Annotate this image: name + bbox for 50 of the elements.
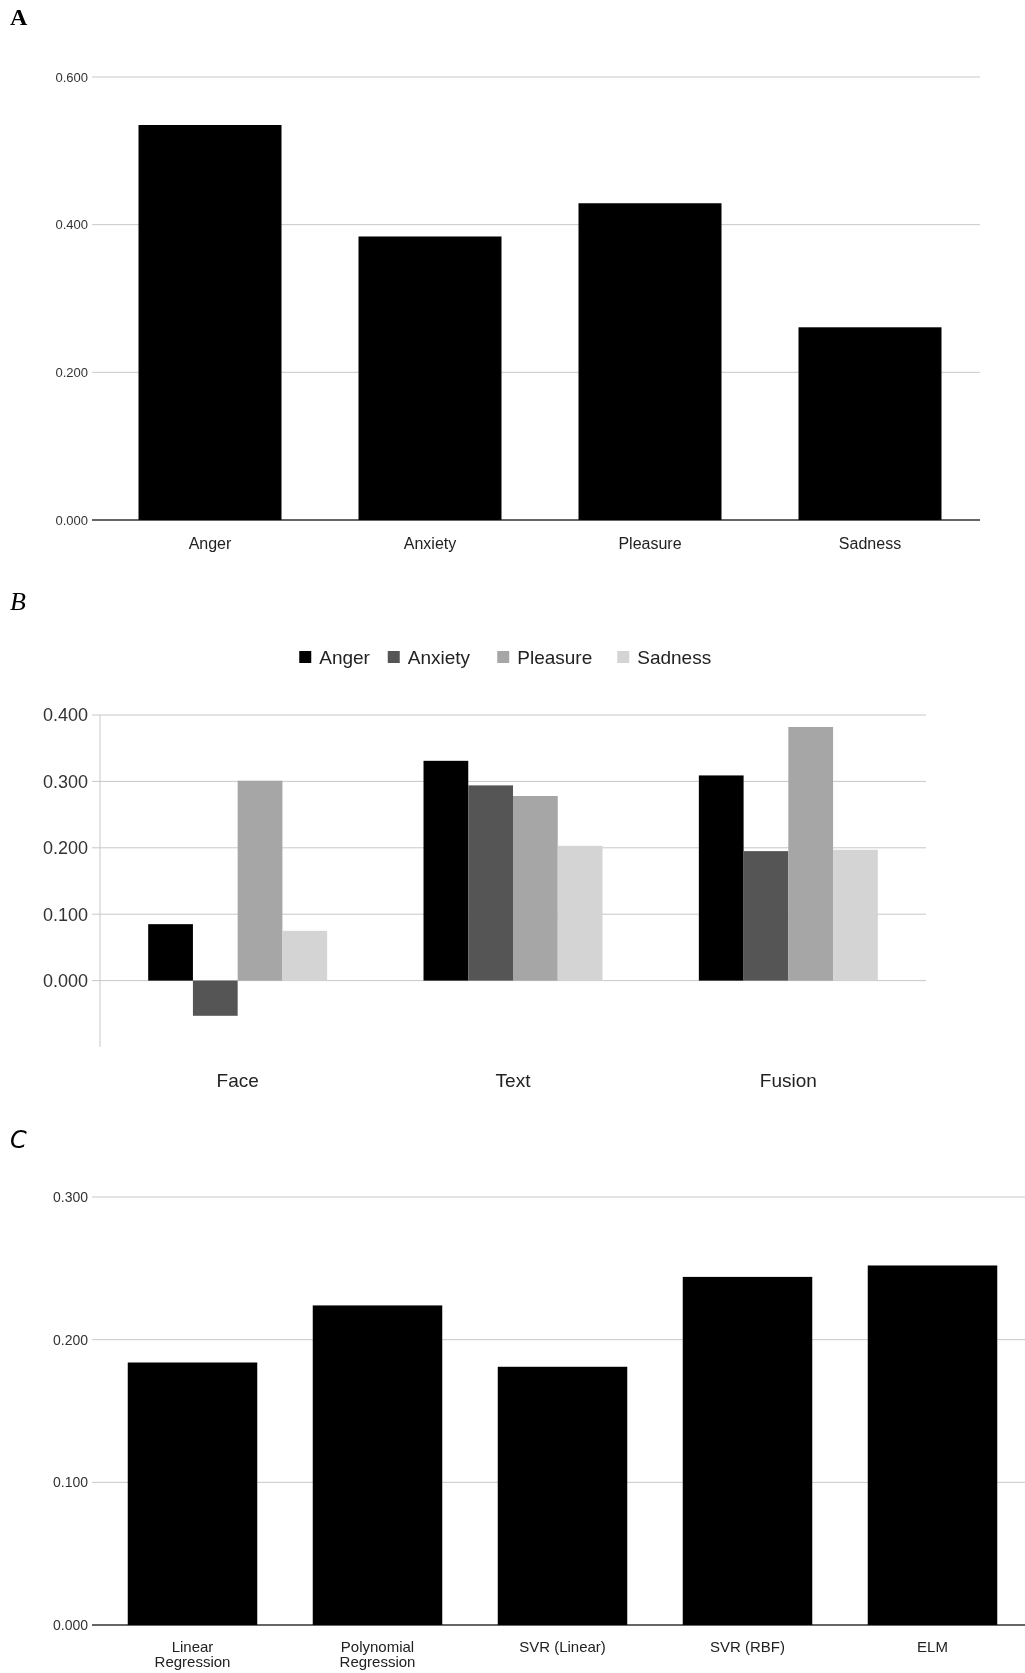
chart-title: B: [10, 587, 26, 616]
chart-title: A: [10, 4, 28, 30]
bar: [743, 851, 789, 981]
y-tick-label: 0.200: [42, 838, 88, 859]
bar: [578, 203, 722, 520]
y-tick-label: 0.400: [42, 705, 88, 726]
x-tick-label: SVR (RBF): [710, 1638, 785, 1656]
bar: [788, 726, 834, 981]
x-tick-label: Sadness: [838, 534, 902, 552]
bar: [682, 1276, 813, 1625]
bar: [513, 796, 558, 981]
x-tick-label: Fusion: [759, 1069, 817, 1091]
bar: [468, 785, 513, 981]
x-tick-label: Anxiety: [403, 534, 457, 552]
bar: [237, 780, 283, 981]
legend-label: Anger: [319, 646, 371, 668]
bar: [312, 1305, 443, 1625]
bar: [423, 760, 469, 981]
x-tick-label: SVR (Linear): [519, 1638, 606, 1656]
y-tick-label: 0.000: [52, 1616, 89, 1633]
y-tick-label: 0.100: [42, 904, 88, 925]
bar: [867, 1265, 998, 1625]
y-tick-label: 0.400: [55, 217, 88, 233]
y-tick-label: 0.000: [42, 970, 88, 991]
legend-label: Sadness: [637, 646, 712, 668]
x-tick-label: Pleasure: [618, 534, 682, 552]
bar: [138, 124, 282, 520]
bar: [358, 236, 502, 520]
x-tick-label: Polynomial Regression: [339, 1638, 416, 1671]
y-tick-label: 0.200: [55, 364, 88, 380]
y-tick-label: 0.600: [55, 69, 88, 85]
legend-label: Anxiety: [407, 646, 471, 668]
bar: [148, 924, 193, 981]
y-tick-label: 0.000: [55, 512, 88, 528]
x-tick-label: Text: [495, 1069, 532, 1091]
y-tick-label: 0.200: [52, 1331, 89, 1348]
bar: [798, 327, 942, 520]
y-tick-label: 0.100: [52, 1474, 89, 1491]
bar: [127, 1362, 258, 1625]
bar: [698, 775, 744, 981]
legend-label: Pleasure: [517, 646, 593, 668]
chart-title: C: [10, 1126, 27, 1154]
x-tick-label: Anger: [188, 534, 233, 552]
x-tick-label: Linear Regression: [154, 1638, 231, 1671]
x-tick-label: ELM: [917, 1638, 948, 1656]
y-tick-label: 0.300: [42, 771, 88, 792]
bar: [497, 1366, 628, 1625]
y-tick-label: 0.300: [52, 1188, 89, 1205]
bar: [192, 980, 238, 1016]
x-tick-label: Face: [216, 1069, 259, 1091]
